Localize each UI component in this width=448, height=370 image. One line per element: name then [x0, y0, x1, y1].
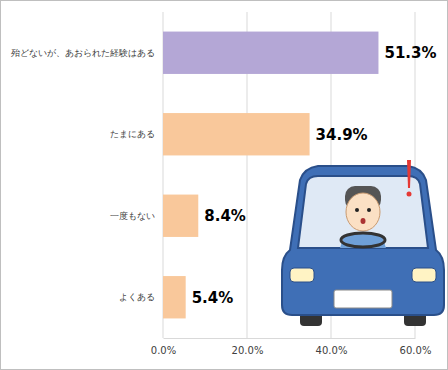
bar: [163, 32, 378, 74]
car-body: [282, 166, 444, 315]
y-tick: たまにある: [110, 129, 163, 139]
y-tick-label: たまにある: [110, 129, 155, 139]
shirt: [340, 232, 386, 248]
y-axis: 殆どないが、あおられた経験はあるたまにある一度もないよくある: [11, 48, 163, 303]
bar: [163, 195, 198, 237]
alert-mark: [407, 160, 411, 188]
x-tick-label: 20.0%: [232, 345, 264, 356]
car-illustration: [282, 160, 444, 326]
data-label: 8.4%: [204, 207, 246, 225]
y-tick-label: 殆どないが、あおられた経験はある: [11, 48, 155, 58]
bar: [163, 276, 186, 318]
data-label: 51.3%: [384, 44, 436, 62]
steering-wheel: [341, 233, 385, 247]
y-tick: よくある: [119, 292, 163, 302]
headlight: [290, 268, 314, 282]
x-tick-label: 60.0%: [400, 345, 432, 356]
x-axis: 0.0% 20.0% 40.0% 60.0%: [151, 338, 432, 356]
y-tick-label: よくある: [119, 292, 155, 302]
x-tick: 40.0%: [316, 338, 348, 356]
x-tick-label: 0.0%: [151, 345, 176, 356]
frame: [1, 1, 448, 370]
y-tick: 一度もない: [110, 211, 163, 221]
headlight: [412, 268, 436, 282]
x-tick: 60.0%: [400, 338, 432, 356]
x-tick: 20.0%: [232, 338, 264, 356]
face: [346, 193, 380, 231]
data-labels: 51.3% 34.9% 8.4% 5.4%: [192, 44, 437, 307]
eye: [367, 208, 371, 212]
chart: 0.0% 20.0% 40.0% 60.0% 殆どないが、あおられた経験はあるたまにある…: [0, 0, 448, 370]
data-label: 5.4%: [192, 289, 234, 307]
license-plate: [334, 290, 392, 308]
mouth: [361, 218, 366, 224]
alert-dot: [407, 192, 412, 197]
x-tick-label: 40.0%: [316, 345, 348, 356]
y-tick: 殆どないが、あおられた経験はある: [11, 48, 163, 58]
eye: [355, 208, 359, 212]
x-axis-line: [164, 338, 416, 339]
bar: [163, 113, 310, 155]
data-label: 34.9%: [316, 126, 368, 144]
y-tick-label: 一度もない: [110, 211, 155, 221]
x-tick: 0.0%: [151, 338, 176, 356]
